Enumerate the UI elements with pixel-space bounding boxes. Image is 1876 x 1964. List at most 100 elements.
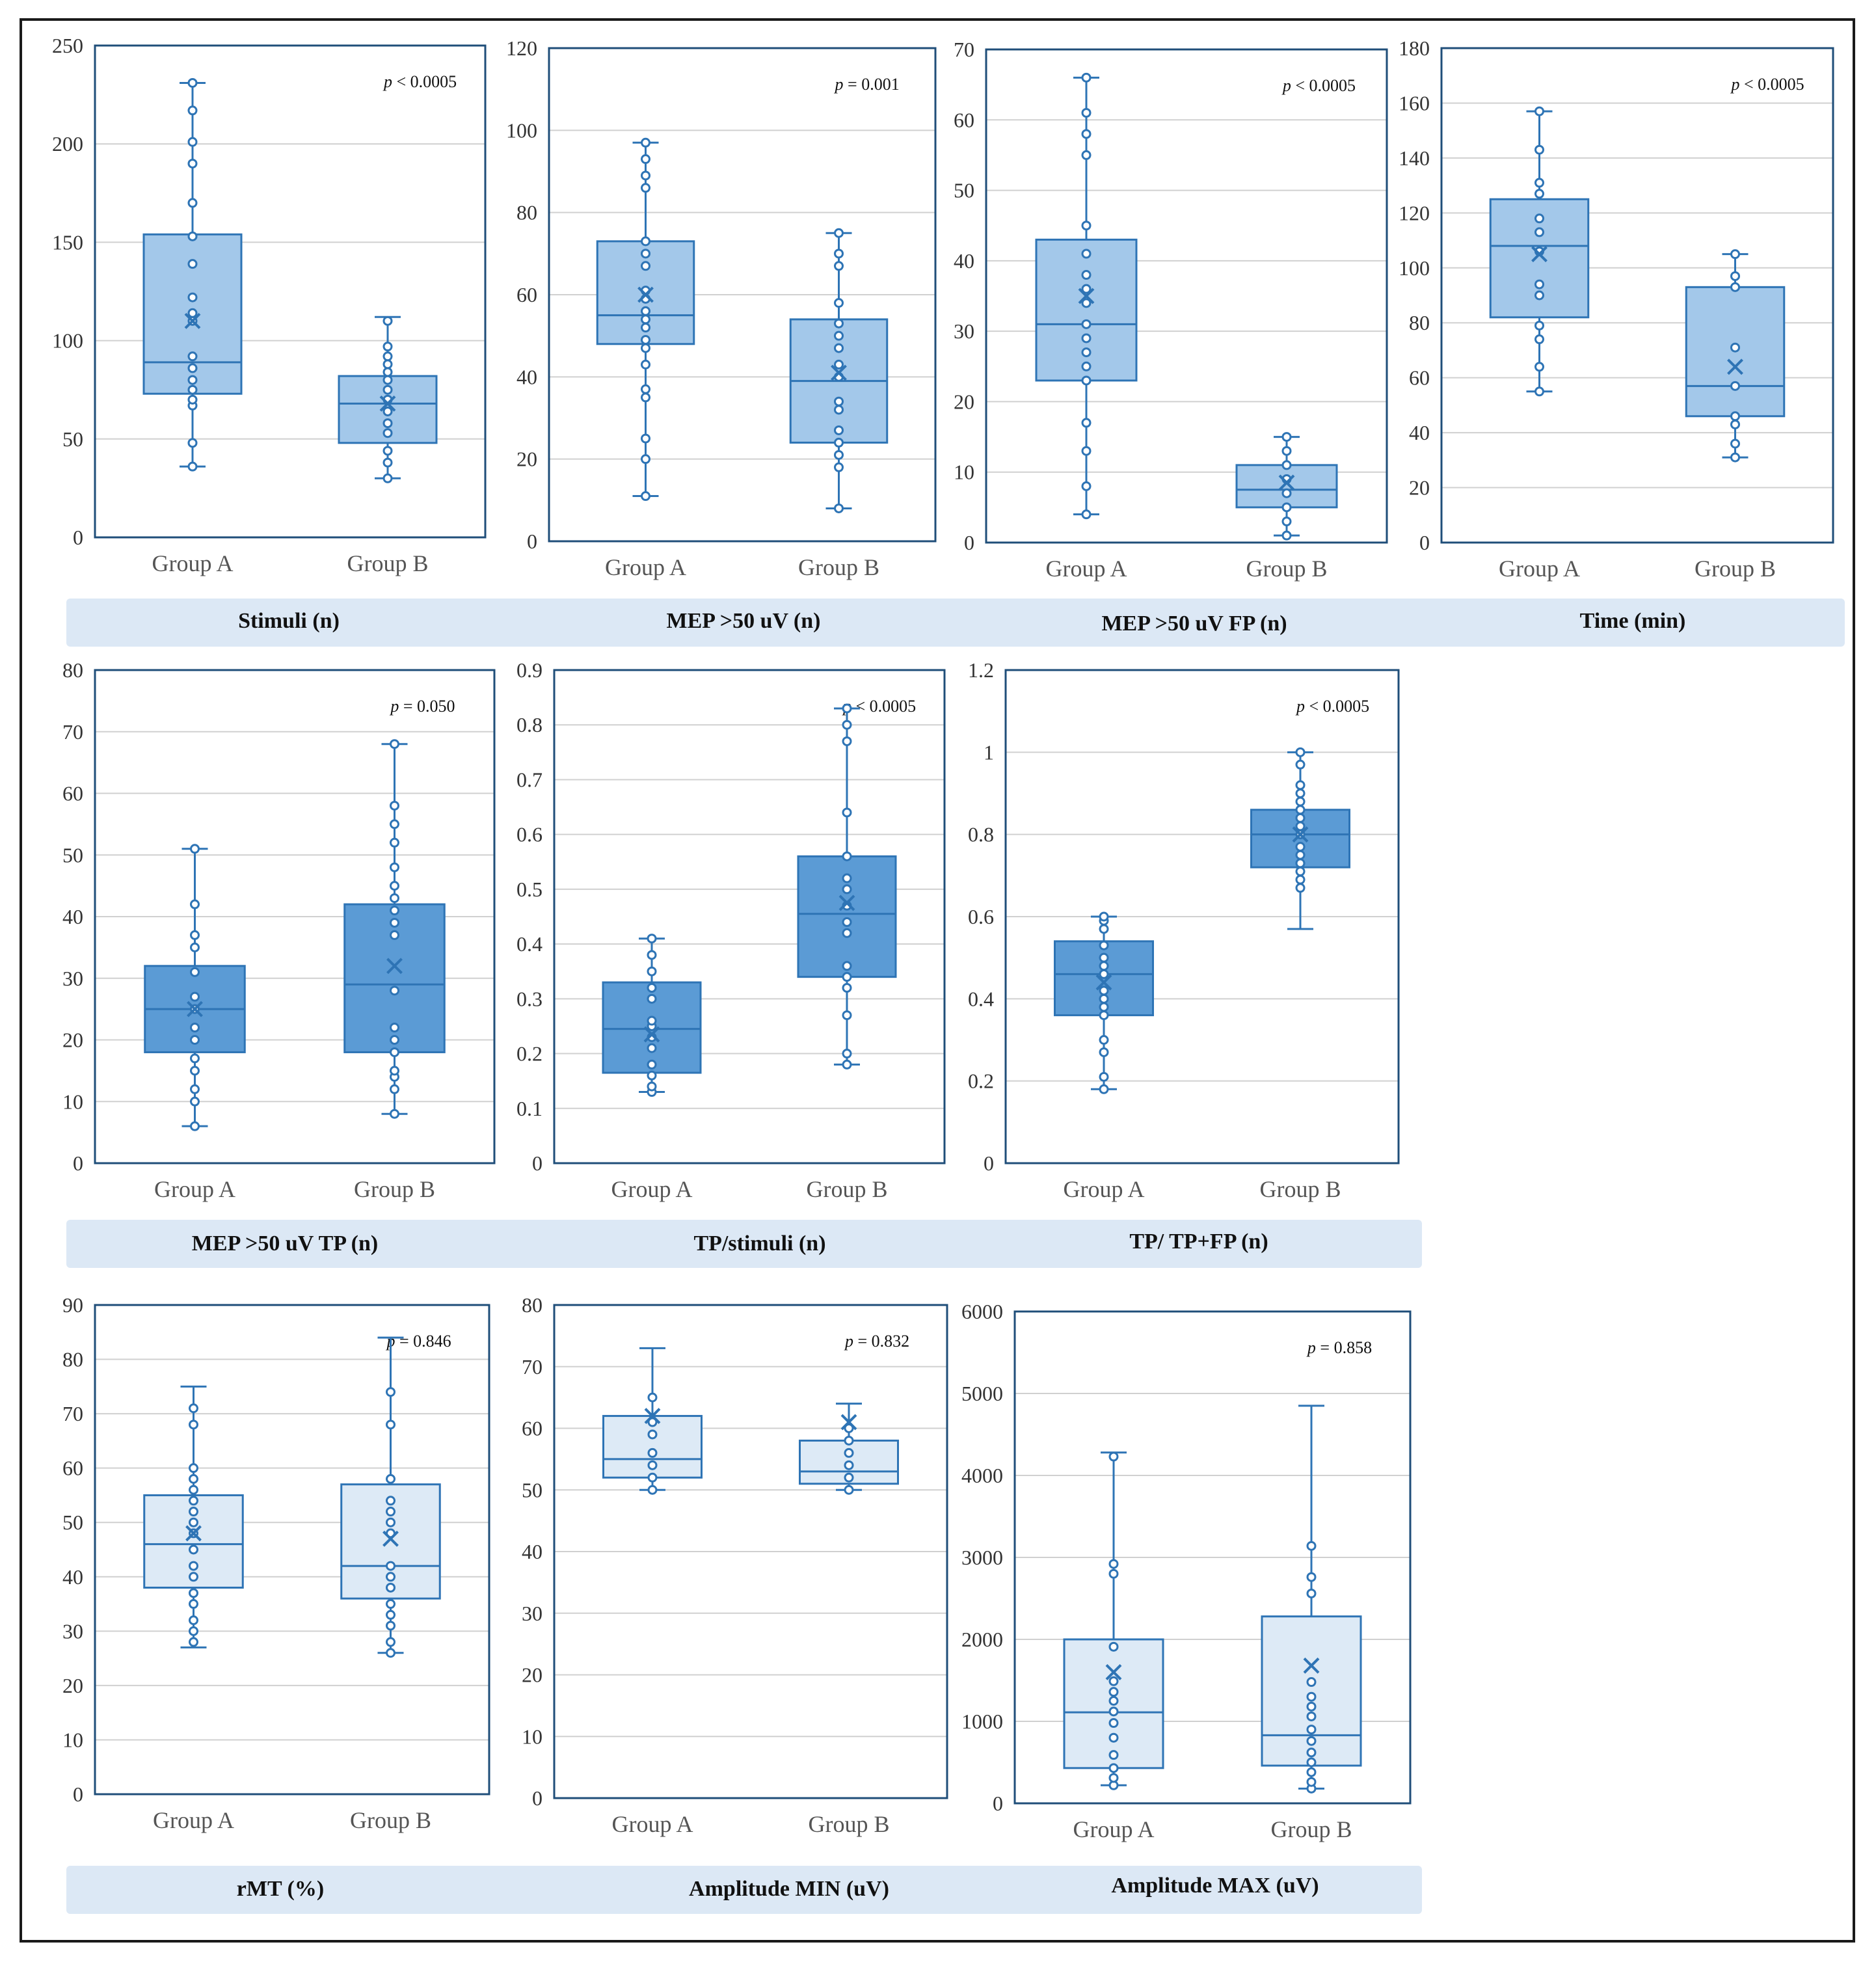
chart-4-y-tick-label: 100 [1399, 256, 1430, 280]
chart-9-group-b-point [844, 1460, 854, 1470]
caption-band-row-3 [66, 1866, 1422, 1914]
chart-10-group-a-point [1108, 1763, 1119, 1773]
chart-3-y-tick-label: 30 [954, 319, 974, 343]
chart-10-group-b-point [1306, 1736, 1317, 1746]
chart-5-group-b-point [390, 1023, 399, 1033]
chart-5-group-a-point [190, 1096, 200, 1107]
chart-10-group-b-point [1306, 1677, 1317, 1688]
chart-5-group-a-point [190, 991, 200, 1002]
chart-4-group-a-point [1534, 227, 1544, 237]
chart-8-group-a-point [189, 1561, 198, 1571]
chart-2-group-a-point [641, 183, 650, 193]
chart-7-y-tick-label: 0.6 [968, 905, 994, 928]
chart-5-group-b-category-label: Group B [354, 1176, 435, 1202]
chart-3-group-a-point [1081, 129, 1092, 139]
chart-3-y-tick-label: 70 [954, 38, 974, 61]
chart-4-plot-frame [1440, 47, 1834, 544]
chart-8-plot-frame [94, 1304, 490, 1796]
chart-1-group-b-point [382, 316, 393, 326]
chart-2-group-b-point [834, 261, 844, 271]
chart-8-group-b-mean-marker [382, 1530, 399, 1547]
caption-mep-50-fp: MEP >50 uV FP (n) [1101, 612, 1287, 636]
chart-10-p-value: p = 0.858 [1306, 1338, 1372, 1357]
chart-6-group-b-point [842, 917, 852, 927]
chart-7-group-b-category-label: Group B [1260, 1176, 1341, 1202]
chart-3-group-a-point [1081, 509, 1092, 520]
chart-9-group-a-point [647, 1460, 658, 1470]
chart-1-group-a-point [187, 158, 198, 168]
chart-9-group-b-point [844, 1472, 854, 1483]
chart-9-group-b-category-label: Group B [809, 1811, 890, 1837]
chart-10-group-b-point [1306, 1701, 1317, 1712]
chart-1-group-b-point [382, 428, 393, 438]
chart-7-y-tick-label: 0 [984, 1151, 994, 1175]
caption-stimuli: Stimuli (n) [238, 609, 340, 633]
chart-1-group-a-mean-marker [184, 312, 201, 329]
chart-3-group-a-point [1081, 375, 1092, 386]
chart-9-y-tick-label: 60 [522, 1417, 543, 1440]
chart-7-group-a-point [1099, 1047, 1109, 1057]
chart-1-group-a-point [187, 105, 198, 116]
chart-5-group-b-point [390, 893, 399, 904]
chart-2-group-b-point [834, 249, 844, 259]
chart-7-group-a-point [1099, 924, 1109, 934]
chart-8-group-b-point [386, 1572, 395, 1582]
chart-5-group-b-point [390, 800, 399, 811]
chart-1-group-b-point [382, 457, 393, 468]
chart-5-group-b-point [390, 739, 399, 749]
chart-3-y-tick-label: 60 [954, 108, 974, 131]
chart-3-plot-frame [985, 48, 1388, 544]
chart-10-y-tick-label: 2000 [961, 1628, 1003, 1651]
chart-10-y-tick-label: 3000 [961, 1546, 1003, 1569]
chart-3-group-b-point [1281, 488, 1292, 498]
chart-4-y-tick-label: 140 [1399, 146, 1430, 170]
chart-3-y-tick-label: 0 [964, 531, 974, 554]
chart-6-y-tick-label: 0.2 [516, 1042, 543, 1066]
chart-5-group-b-point [390, 917, 399, 928]
chart-2-group-a-point [641, 261, 650, 271]
chart-7-group-b-point [1295, 842, 1306, 852]
chart-2-group-b-mean-marker [831, 364, 847, 381]
chart-5-group-b-point [390, 1066, 399, 1076]
chart-3-y-tick-label: 50 [954, 179, 974, 202]
chart-1-group-a-point [187, 137, 198, 147]
chart-10-group-b-point [1306, 1540, 1317, 1551]
chart-8-group-b-point [386, 1599, 395, 1609]
chart-2-group-a-point [641, 359, 650, 370]
chart-6-group-b-mean-marker [838, 895, 855, 911]
chart-1-group-a-category-label: Group A [152, 550, 234, 576]
chart-2-group-b-point [834, 359, 844, 370]
chart-2-y-tick-label: 120 [506, 36, 537, 60]
chart-3-group-b-point [1281, 530, 1292, 541]
chart-9-group-a-point [647, 1417, 658, 1427]
chart-10-group-b-point [1306, 1725, 1317, 1735]
chart-10-group-a-point [1108, 1568, 1119, 1579]
chart-5-group-b-point [390, 986, 399, 996]
chart-4-group-a-point [1534, 290, 1544, 301]
caption-mep-50: MEP >50 uV (n) [666, 609, 821, 633]
chart-5-y-tick-label: 60 [62, 782, 83, 805]
chart-3-group-b-point [1281, 517, 1292, 527]
chart-2-group-a-point [641, 334, 650, 345]
caption-tp-stimuli: TP/stimuli (n) [693, 1231, 826, 1256]
chart-3-group-a-point [1081, 347, 1092, 358]
caption-band-row-2 [66, 1220, 1422, 1268]
chart-5-group-a-point [190, 1053, 200, 1064]
chart-9-y-tick-label: 70 [522, 1355, 543, 1379]
chart-3-group-a-box [1035, 238, 1138, 382]
chart-9-y-tick-label: 10 [522, 1725, 543, 1748]
chart-6-group-b-point [842, 851, 852, 861]
chart-5-y-tick-label: 10 [62, 1090, 83, 1113]
chart-1-group-a-point [187, 292, 198, 303]
chart-4-group-b-point [1730, 282, 1740, 292]
chart-4-group-b-point [1730, 342, 1740, 353]
chart-8-group-a-point [189, 1637, 198, 1647]
chart-7-group-b-point [1295, 788, 1306, 798]
chart-7-group-b-point [1295, 780, 1306, 790]
chart-10-group-b-point [1306, 1767, 1317, 1777]
chart-10-group-b-mean-marker [1303, 1657, 1320, 1674]
chart-4-group-a-category-label: Group A [1499, 556, 1580, 582]
chart-5-group-a-point [190, 1035, 200, 1045]
chart-6-y-tick-label: 0.4 [516, 932, 543, 956]
chart-10-group-a-point [1108, 1696, 1119, 1706]
